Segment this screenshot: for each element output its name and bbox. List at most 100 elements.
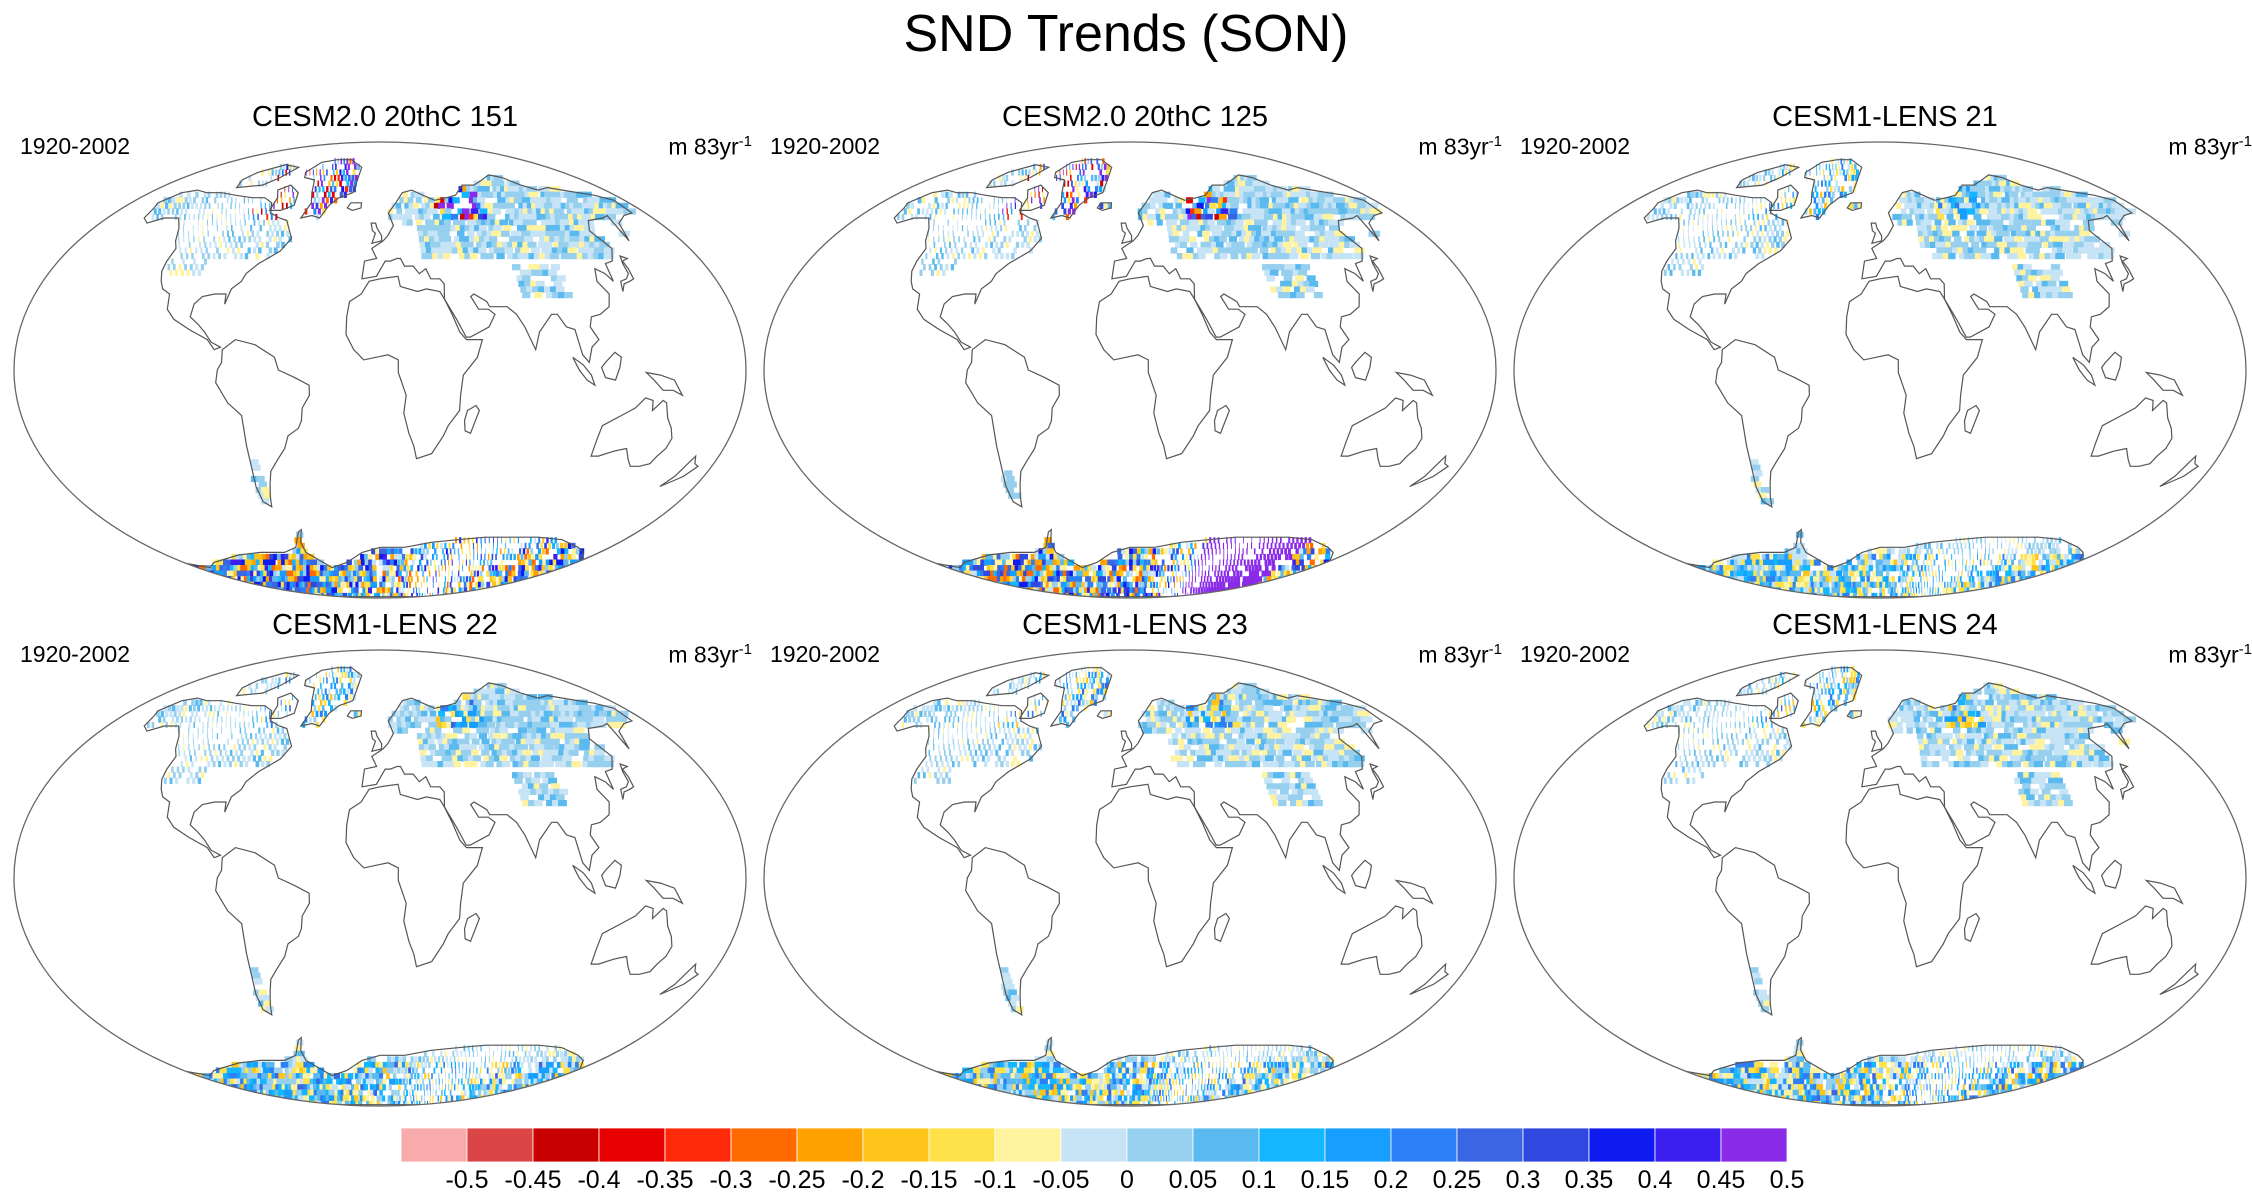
trend-cell [544,236,554,243]
trend-cell [1932,581,1934,588]
trend-cell [1226,241,1235,248]
trend-cell [1151,213,1158,221]
trend-cell [249,592,259,598]
trend-cell [1303,280,1313,287]
trend-cell [1135,576,1139,583]
trend-cell [1209,576,1212,583]
trend-cell [1283,570,1289,577]
trend-cell [598,253,609,260]
trend-cell [530,280,539,287]
trend-cell [486,230,495,237]
trend-cell [1752,592,1762,598]
trend-cell [1242,208,1251,215]
trend-cell [996,587,1009,594]
trend-cell [489,576,494,583]
trend-cell [474,236,482,243]
trend-cell [317,705,321,712]
trend-cell [1997,559,2000,566]
trend-cell [333,186,337,193]
trend-cell [1254,236,1263,243]
trend-cell [1018,581,1029,588]
trend-cell [1264,581,1271,588]
trend-cell [1700,264,1704,271]
trend-cell [261,208,263,215]
trend-cell [357,576,362,583]
trend-cell [579,191,592,198]
trend-cell [495,565,498,572]
trend-cell [553,241,563,248]
trend-cell [458,553,460,561]
trend-cell [317,197,321,204]
coastline-greenland [1049,159,1113,219]
trend-cell [989,202,991,209]
trend-cell [457,208,465,215]
trend-cell [901,213,905,221]
trend-cell [987,576,999,583]
trend-cell [1249,247,1258,254]
trend-cell [1164,191,1171,198]
trend-cell [1299,286,1309,293]
trend-cell [1262,241,1271,248]
trend-cell [1721,219,1723,226]
trend-cell [232,230,234,237]
trend-cell [1192,253,1201,260]
trend-cell [520,570,526,577]
trend-cell [988,236,991,243]
trend-cell [1232,213,1241,221]
trend-cell [465,559,467,566]
trend-cell [938,225,939,232]
trend-cell [321,705,325,712]
trend-cell [1006,208,1008,215]
trend-cell [564,236,575,243]
trend-cell [1009,581,1021,588]
trend-cell [337,565,344,572]
trend-cell [402,699,409,706]
trend-cell [486,570,490,577]
trend-cell [156,202,160,209]
trend-cell [1695,191,1699,198]
trend-cell [1182,213,1190,221]
trend-cell [1898,548,1903,555]
trend-cell [1827,565,1834,572]
trend-cell [351,682,355,690]
trend-cell [1976,219,1985,226]
trend-cell [450,576,453,583]
trend-cell [980,213,982,221]
trend-cell [462,576,465,583]
trend-cell [1121,548,1126,555]
trend-cell [243,197,245,204]
trend-cell [321,688,323,695]
trend-cell [1159,581,1161,588]
trend-cell [1262,225,1272,232]
trend-cell [471,576,475,583]
trend-cell [450,587,454,594]
trend-cell [424,241,432,248]
trend-cell [184,197,188,204]
trend-cell [323,565,331,572]
trend-cell [487,213,496,221]
trend-cell [183,230,184,237]
trend-cell [1976,202,1985,209]
trend-cell [403,565,407,572]
trend-cell [2067,542,2072,549]
trend-cell [1011,208,1013,215]
trend-cell [980,208,982,215]
trend-cell [1916,592,1918,598]
trend-cell [1985,548,1986,555]
trend-cell [1969,186,1978,193]
trend-cell [469,225,478,232]
trend-cell [1212,592,1215,598]
trend-cell [1143,559,1148,566]
trend-cell [1830,197,1834,204]
trend-cell [954,241,957,248]
trend-cell [938,236,940,243]
trend-cell [1962,559,1964,566]
trend-cell [919,269,923,276]
trend-cell [1890,587,1894,594]
trend-cell [317,208,321,215]
units-base: m 83yr [1418,133,1489,160]
trend-cell [1247,542,1248,549]
trend-cell [1935,241,1943,248]
trend-cell [1965,559,1967,566]
trend-cell [409,581,411,588]
